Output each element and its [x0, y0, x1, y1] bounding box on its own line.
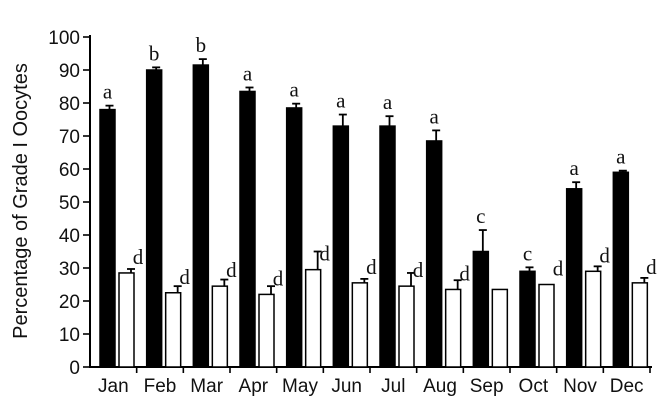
- bar-series-1: [519, 270, 536, 368]
- significance-label: d: [459, 261, 470, 285]
- bar-series-1: [99, 108, 116, 368]
- bar-series-1: [285, 107, 303, 368]
- bar-series-2: [164, 292, 182, 368]
- significance-label: a: [103, 80, 113, 104]
- x-tick-label: Jul: [381, 376, 405, 397]
- y-tick-label: 60: [59, 160, 80, 181]
- significance-label: d: [226, 258, 237, 282]
- significance-label: d: [133, 245, 144, 269]
- bar-series-2: [118, 272, 135, 368]
- significance-label: d: [553, 257, 564, 281]
- x-tick-label: Jun: [331, 376, 362, 397]
- x-tick-label: Nov: [563, 376, 597, 397]
- bar-series-1: [192, 64, 210, 368]
- x-tick-label: Apr: [239, 376, 269, 397]
- bar-series-2: [631, 282, 649, 368]
- x-tick-label: Dec: [610, 376, 644, 397]
- bar-series-1: [425, 140, 443, 368]
- significance-label: d: [179, 265, 190, 289]
- significance-label: d: [599, 243, 610, 267]
- bar-series-2: [398, 285, 415, 368]
- significance-label: a: [430, 104, 440, 128]
- y-tick-label: 70: [59, 127, 80, 148]
- significance-label: d: [366, 255, 377, 279]
- x-tick-label: Sep: [470, 376, 504, 397]
- significance-label: c: [523, 241, 532, 265]
- bar-series-1: [472, 250, 490, 368]
- bar-series-2: [444, 288, 462, 368]
- bar-series-2: [258, 293, 275, 368]
- y-tick-label: 30: [59, 259, 80, 280]
- bar-series-1: [145, 69, 163, 368]
- significance-label: d: [273, 266, 284, 290]
- x-tick-label: Feb: [144, 376, 177, 397]
- significance-label: a: [336, 89, 346, 113]
- significance-label: b: [149, 41, 160, 65]
- significance-label: a: [383, 90, 393, 114]
- y-tick-label: 90: [59, 61, 80, 82]
- x-tick-label: Mar: [190, 376, 223, 397]
- y-tick-label: 80: [59, 94, 80, 115]
- bar-series-2: [491, 288, 509, 368]
- y-tick-label: 20: [59, 292, 80, 313]
- bar-series-1: [379, 125, 396, 368]
- bar-series-2: [584, 270, 602, 368]
- y-tick-label: 100: [48, 28, 80, 49]
- bar-series-2: [351, 282, 369, 368]
- significance-label: a: [616, 145, 626, 169]
- bar-series-2: [538, 283, 555, 368]
- significance-label: d: [413, 258, 424, 282]
- x-tick-label: Aug: [423, 376, 457, 397]
- bar-series-1: [239, 90, 256, 368]
- x-tick-label: May: [282, 376, 318, 397]
- chart-marks: 0 10 20 30 40 50 60 70 80 90 100 Jan Feb Mar Apr May Jun…: [48, 28, 657, 397]
- y-axis-title: Percentage of Grade I Oocytes: [10, 63, 32, 339]
- significance-label: b: [196, 33, 207, 57]
- bar-series-2: [211, 285, 229, 368]
- x-tick-label: Oct: [519, 376, 549, 397]
- significance-label: d: [319, 242, 330, 266]
- significance-label: a: [570, 156, 580, 180]
- y-tick-label: 10: [59, 325, 80, 346]
- x-tick-label: Jan: [98, 376, 129, 397]
- bar-series-1: [332, 125, 350, 368]
- bar-series-1: [612, 171, 630, 368]
- bar-series-2: [304, 268, 322, 368]
- significance-label: a: [243, 61, 253, 85]
- y-tick-label: 40: [59, 226, 80, 247]
- significance-label: d: [646, 255, 657, 279]
- bar-series-1: [565, 188, 583, 368]
- significance-label: c: [476, 204, 485, 228]
- y-tick-label: 0: [69, 358, 80, 379]
- y-axis-title-group: Percentage of Grade I Oocytes: [10, 63, 32, 339]
- significance-label: a: [290, 78, 300, 102]
- y-tick-label: 50: [59, 193, 80, 214]
